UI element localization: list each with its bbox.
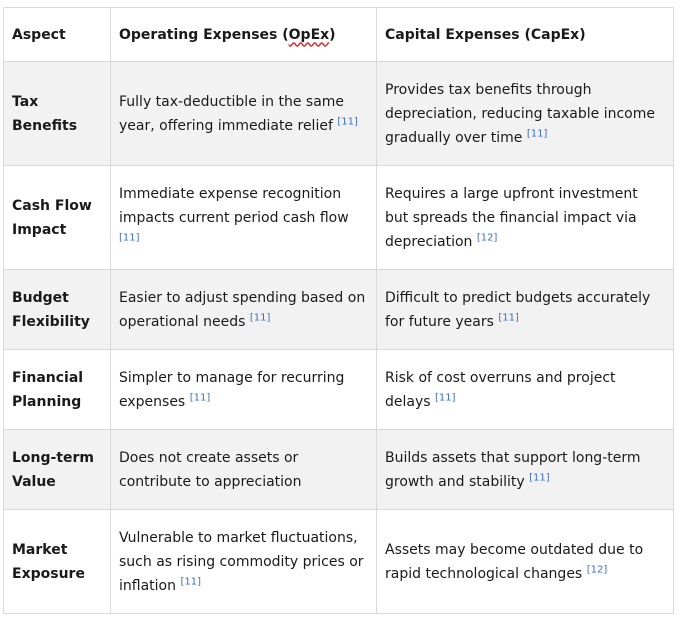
opex-citation-link[interactable]: [11] xyxy=(249,311,271,323)
opex-cell: Easier to adjust spending based on opera… xyxy=(110,269,377,350)
capex-text: Requires a large upfront investment but … xyxy=(385,185,638,250)
table-row: Cash Flow Impact Immediate expense recog… xyxy=(3,165,674,270)
header-row: Aspect Operating Expenses (OpEx) Capital… xyxy=(3,7,674,62)
capex-cell: Difficult to predict budgets accurately … xyxy=(376,269,674,350)
capex-text: Provides tax benefits through depreciati… xyxy=(385,81,655,146)
table-row: Budget Flexibility Easier to adjust spen… xyxy=(3,269,674,350)
aspect-cell: Market Exposure xyxy=(3,509,111,614)
header-opex-word[interactable]: OpEx xyxy=(288,26,330,43)
opex-text: Simpler to manage for recurring expenses xyxy=(119,369,345,410)
aspect-cell: Budget Flexibility xyxy=(3,269,111,350)
aspect-cell: Long-term Value xyxy=(3,429,111,510)
opex-text: Fully tax-deductible in the same year, o… xyxy=(119,93,345,134)
capex-citation-link[interactable]: [12] xyxy=(586,563,608,575)
capex-citation-link[interactable]: [11] xyxy=(435,391,456,403)
table-row: Financial Planning Simpler to manage for… xyxy=(3,349,674,430)
opex-citation-link[interactable]: [11] xyxy=(119,231,140,243)
opex-text: Does not create assets or contribute to … xyxy=(119,449,302,490)
capex-text: Difficult to predict budgets accurately … xyxy=(385,289,651,330)
capex-text: Builds assets that support long-term gro… xyxy=(385,449,641,490)
opex-text: Vulnerable to market fluctuations, such … xyxy=(119,529,364,594)
opex-cell: Does not create assets or contribute to … xyxy=(110,429,377,510)
opex-citation-link[interactable]: [11] xyxy=(337,115,358,127)
capex-cell: Requires a large upfront investment but … xyxy=(376,165,674,270)
opex-cell: Fully tax-deductible in the same year, o… xyxy=(110,61,377,166)
capex-cell: Provides tax benefits through depreciati… xyxy=(376,61,674,166)
capex-citation-link[interactable]: [11] xyxy=(498,311,519,323)
table-row: Market Exposure Vulnerable to market flu… xyxy=(3,509,674,614)
table-row: Tax Benefits Fully tax-deductible in the… xyxy=(3,61,674,166)
capex-text: Risk of cost overruns and project delays xyxy=(385,369,616,410)
header-capex: Capital Expenses (CapEx) xyxy=(376,7,674,62)
header-opex: Operating Expenses (OpEx) xyxy=(110,7,377,62)
aspect-cell: Tax Benefits xyxy=(3,61,111,166)
capex-citation-link[interactable]: [11] xyxy=(526,127,548,139)
capex-cell: Builds assets that support long-term gro… xyxy=(376,429,674,510)
opex-citation-link[interactable]: [11] xyxy=(180,575,201,587)
opex-cell: Simpler to manage for recurring expenses… xyxy=(110,349,377,430)
header-opex-prefix: Operating Expenses ( xyxy=(119,26,289,43)
capex-cell: Risk of cost overruns and project delays… xyxy=(376,349,674,430)
capex-cell: Assets may become outdated due to rapid … xyxy=(376,509,674,614)
comparison-table: Aspect Operating Expenses (OpEx) Capital… xyxy=(3,7,674,614)
capex-citation-link[interactable]: [12] xyxy=(476,231,498,243)
capex-citation-link[interactable]: [11] xyxy=(529,471,550,483)
opex-citation-link[interactable]: [11] xyxy=(189,391,211,403)
opex-text: Immediate expense recognition impacts cu… xyxy=(119,185,349,226)
header-opex-suffix: ) xyxy=(329,26,336,43)
opex-cell: Immediate expense recognition impacts cu… xyxy=(110,165,377,270)
capex-text: Assets may become outdated due to rapid … xyxy=(385,541,644,582)
opex-cell: Vulnerable to market fluctuations, such … xyxy=(110,509,377,614)
header-aspect: Aspect xyxy=(3,7,111,62)
opex-text: Easier to adjust spending based on opera… xyxy=(119,289,366,330)
aspect-cell: Cash Flow Impact xyxy=(3,165,111,270)
aspect-cell: Financial Planning xyxy=(3,349,111,430)
table-row: Long-term Value Does not create assets o… xyxy=(3,429,674,510)
